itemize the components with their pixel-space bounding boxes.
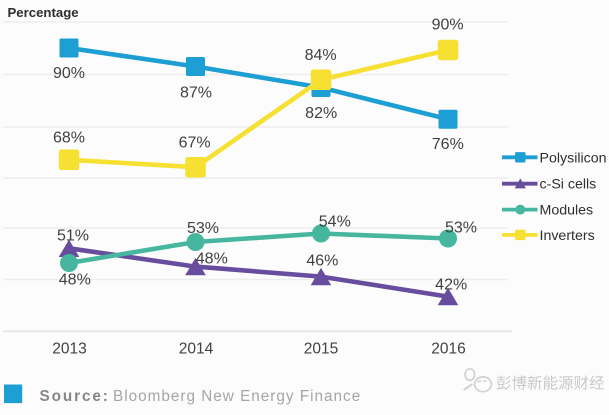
svg-text:Source:: Source: (40, 388, 110, 405)
svg-text:Modules: Modules (540, 203, 594, 219)
svg-text:84%: 84% (305, 47, 337, 64)
svg-text:Inverters: Inverters (540, 228, 595, 244)
svg-text:53%: 53% (445, 220, 477, 237)
svg-text:Polysilicon: Polysilicon (540, 150, 607, 166)
svg-text:54%: 54% (319, 213, 351, 230)
svg-text:48%: 48% (59, 272, 91, 289)
svg-text:90%: 90% (53, 65, 85, 82)
svg-text:48%: 48% (196, 250, 228, 267)
svg-text:42%: 42% (435, 276, 467, 293)
svg-text:67%: 67% (179, 135, 211, 152)
svg-text:53%: 53% (187, 220, 219, 237)
svg-text:2016: 2016 (431, 341, 465, 358)
svg-text:2014: 2014 (179, 341, 214, 358)
svg-text:87%: 87% (180, 84, 212, 101)
svg-text:76%: 76% (432, 136, 464, 153)
svg-text:82%: 82% (305, 105, 337, 122)
svg-text:46%: 46% (306, 253, 338, 270)
svg-text:Percentage: Percentage (8, 5, 79, 20)
svg-text:2015: 2015 (304, 341, 338, 358)
svg-text:51%: 51% (57, 227, 89, 244)
svg-text:c-Si cells: c-Si cells (540, 177, 597, 193)
svg-text:90%: 90% (432, 17, 464, 34)
svg-text:68%: 68% (53, 129, 85, 146)
svg-text:Bloomberg New Energy Finance: Bloomberg New Energy Finance (113, 388, 361, 405)
svg-text:2013: 2013 (52, 341, 86, 358)
